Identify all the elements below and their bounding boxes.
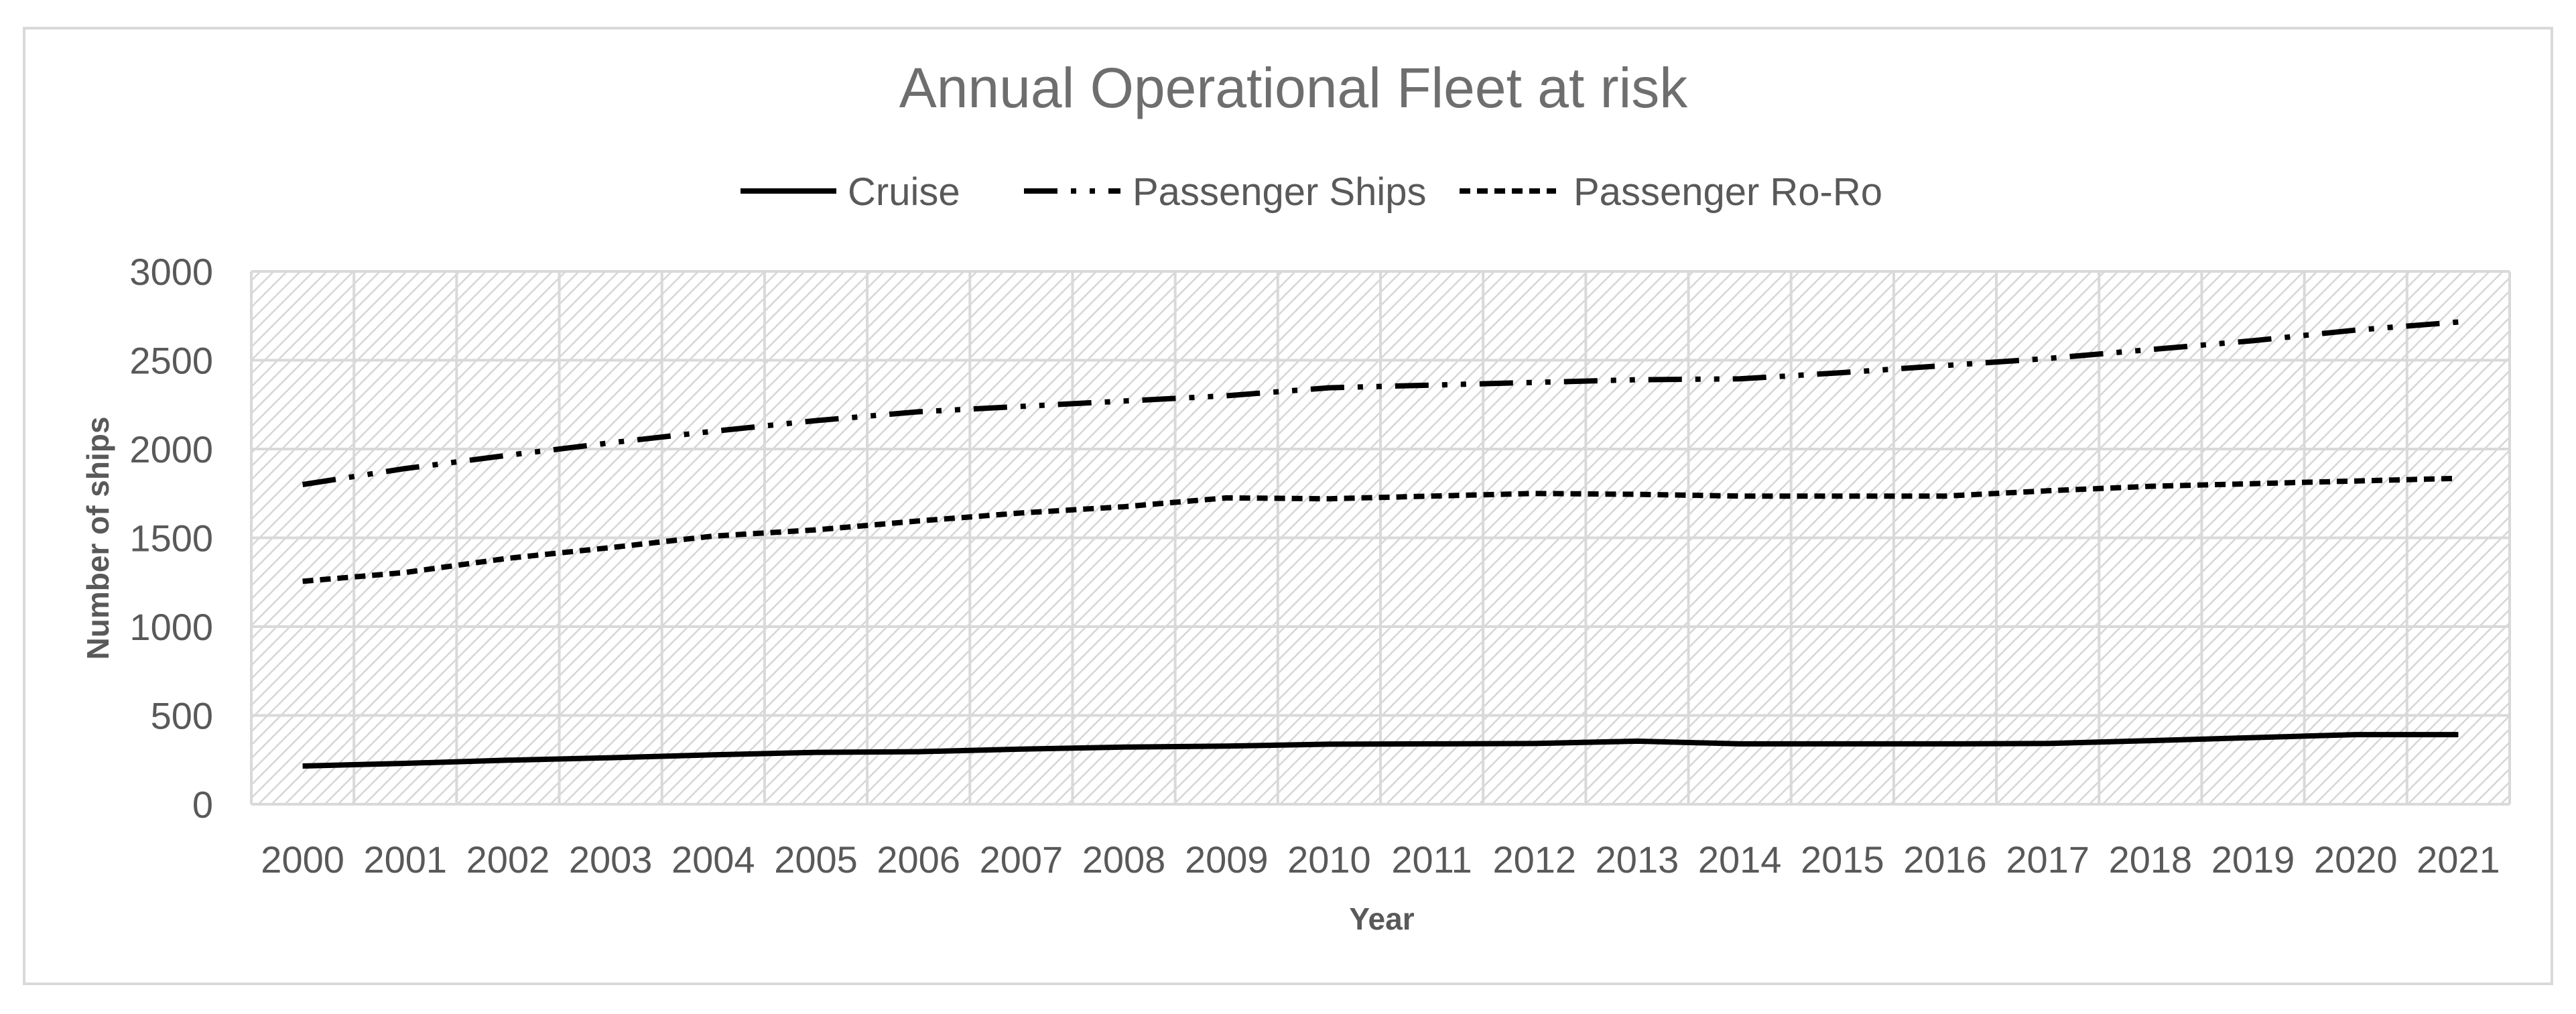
y-tick-label: 1500	[129, 517, 213, 560]
x-tick-label: 2008	[1082, 838, 1166, 881]
chart-title: Annual Operational Fleet at risk	[899, 56, 1689, 119]
x-tick-label: 2010	[1287, 838, 1371, 881]
y-tick-label: 3000	[129, 251, 213, 293]
series-line-passenger-ro-ro	[302, 475, 2459, 584]
y-tick-label: 0	[192, 783, 213, 826]
x-tick-label: 2001	[363, 838, 447, 881]
x-tick-label: 2016	[1903, 838, 1987, 881]
legend-label-passenger-ships: Passenger Ships	[1133, 170, 1426, 214]
x-tick-label: 2021	[2417, 838, 2500, 881]
x-tick-label: 2002	[466, 838, 550, 881]
legend-label-passenger-roro: Passenger Ro-Ro	[1573, 170, 1882, 214]
series-line-passenger-ships	[302, 319, 2459, 487]
x-tick-label: 2005	[774, 838, 858, 881]
y-axis-title: Number of ships	[80, 417, 115, 660]
y-tick-label: 2000	[129, 428, 213, 470]
x-tick-label: 2015	[1801, 838, 1884, 881]
y-axis-ticks: 0 500 1000 1500 2000 2500 3000	[129, 251, 213, 826]
series-line-cruise	[302, 732, 2459, 769]
x-tick-label: 2004	[671, 838, 755, 881]
legend-label-cruise: Cruise	[848, 170, 960, 214]
x-tick-label: 2003	[569, 838, 653, 881]
x-tick-label: 2018	[2109, 838, 2193, 881]
x-tick-label: 2011	[1391, 838, 1472, 881]
y-tick-label: 2500	[129, 340, 213, 382]
x-tick-label: 2013	[1596, 838, 1679, 881]
x-tick-label: 2017	[2006, 838, 2089, 881]
x-tick-label: 2020	[2314, 838, 2398, 881]
x-tick-label: 2014	[1698, 838, 1782, 881]
x-tick-label: 2007	[980, 838, 1064, 881]
y-tick-label: 1000	[129, 606, 213, 648]
x-tick-label: 2009	[1185, 838, 1269, 881]
y-tick-label: 500	[151, 695, 213, 737]
legend: Cruise Passenger Ships Passenger Ro-Ro	[740, 170, 1882, 214]
x-tick-label: 2012	[1492, 838, 1576, 881]
x-tick-label: 2006	[877, 838, 960, 881]
x-tick-label: 2019	[2211, 838, 2295, 881]
x-axis-title: Year	[1349, 901, 1414, 936]
series	[302, 319, 2459, 769]
grid	[250, 270, 2511, 806]
x-tick-label: 2000	[261, 838, 344, 881]
x-axis-ticks: 2000 2001 2002 2003 2004 2005 2006 2007 2008 2009…	[261, 838, 2500, 881]
